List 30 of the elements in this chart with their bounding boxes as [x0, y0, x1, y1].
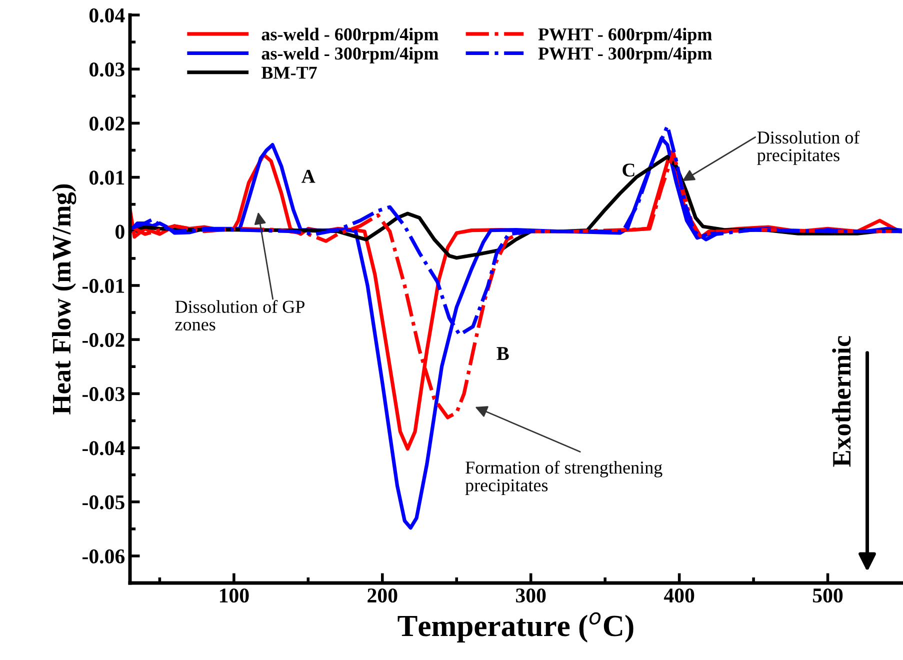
y-tick-label: -0.03	[82, 387, 124, 402]
y-tick-label: -0.04	[82, 441, 125, 456]
annotation: Exothermic	[832, 336, 851, 467]
x-tick-label: 100	[220, 588, 249, 603]
y-tick-label: 0	[116, 224, 124, 239]
annotation: B	[496, 347, 509, 360]
legend-label: PWHT - 300rpm/4ipm	[538, 46, 712, 64]
y-tick-label: 0.03	[89, 62, 124, 77]
y-axis-title: Heat Flow (mW/mg)	[52, 184, 76, 414]
y-tick-label: -0.02	[82, 332, 124, 348]
y-tick-label: 0.01	[89, 170, 124, 185]
y-tick-label: -0.05	[82, 495, 124, 510]
legend-label: as-weld - 600rpm/4ipm	[262, 28, 438, 44]
x-tick-label: 400	[664, 588, 694, 603]
y-tick-label: 0.02	[89, 116, 124, 131]
y-tick-label: -0.06	[82, 549, 125, 564]
legend-label: BM-T7	[261, 66, 317, 79]
annotation: C	[622, 164, 634, 177]
x-axis-title: Temperature ($^{o}$C)	[398, 612, 634, 642]
x-tick-label: 300	[516, 588, 546, 603]
x-tick-label: 200	[368, 588, 398, 603]
y-tick-label: 0.04	[89, 8, 125, 23]
annotation: Dissolution of GP zones	[175, 300, 304, 331]
y-tick-label: -0.01	[82, 278, 124, 293]
annotation: A	[302, 170, 316, 183]
annotation: Dissolution of precipitates	[757, 130, 860, 165]
x-tick-label: 500	[812, 588, 843, 603]
legend-label: as-weld - 300rpm/4ipm	[262, 46, 438, 64]
annotation: Formation of strengthening precipitates	[465, 460, 662, 496]
legend-label: PWHT - 600rpm/4ipm	[538, 28, 712, 44]
